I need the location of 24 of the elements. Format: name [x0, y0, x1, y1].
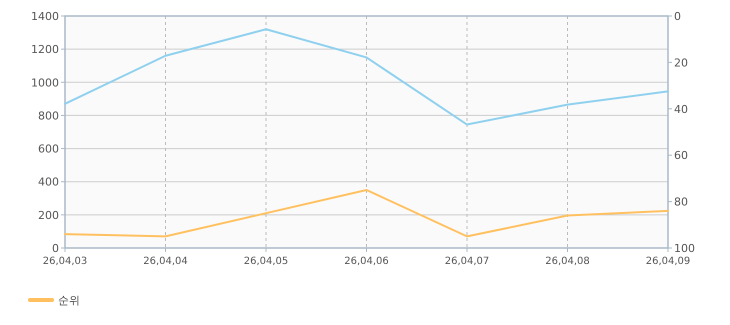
x-tick-label: 26,04,09 [646, 256, 690, 267]
x-tick-label: 26,04,04 [143, 256, 188, 267]
y2-tick-label: 80 [674, 196, 688, 209]
y-tick-label: 0 [52, 242, 59, 255]
y-tick-label: 400 [38, 176, 59, 189]
y-tick-label: 200 [38, 208, 59, 222]
x-tick-label: 26,04,06 [344, 256, 389, 267]
y-tick-label: 1200 [31, 43, 59, 56]
y-tick-label: 1000 [31, 76, 59, 90]
x-tick-label: 26,04,05 [244, 256, 288, 267]
legend-label: 순위 [58, 294, 80, 307]
y2-tick-label: 40 [674, 102, 688, 116]
y-tick-label: 1400 [31, 10, 59, 23]
line-series [64, 189, 669, 238]
x-tick-label: 26,04,03 [42, 256, 88, 267]
y-tick-label: 600 [38, 142, 59, 156]
y2-tick-label: 60 [674, 149, 688, 162]
x-tick-label: 26,04,08 [545, 256, 590, 267]
y2-tick-label: 100 [674, 242, 695, 255]
y2-tick-label: 20 [674, 56, 688, 70]
line-series [64, 28, 669, 126]
y-tick-label: 800 [38, 109, 59, 122]
x-tick-label: 26,04,07 [444, 256, 490, 267]
y2-tick-label: 0 [674, 10, 681, 23]
